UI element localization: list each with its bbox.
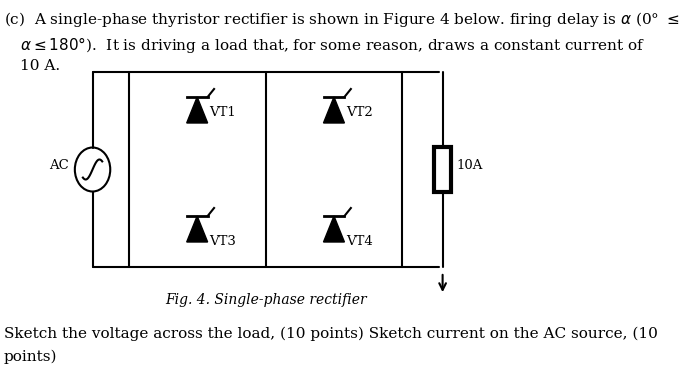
Polygon shape: [323, 216, 344, 242]
Text: VT1: VT1: [209, 106, 236, 119]
Text: 10 A.: 10 A.: [20, 59, 60, 73]
Text: Sketch the voltage across the load, (10 points) Sketch current on the AC source,: Sketch the voltage across the load, (10 …: [4, 327, 658, 341]
Polygon shape: [187, 216, 208, 242]
Text: VT3: VT3: [209, 234, 236, 247]
Text: (c)  A single-phase thyristor rectifier is shown in Figure 4 below. firing delay: (c) A single-phase thyristor rectifier i…: [4, 10, 679, 29]
Polygon shape: [187, 97, 208, 123]
Text: AC: AC: [49, 159, 69, 172]
Text: VT4: VT4: [346, 234, 373, 247]
Text: Fig. 4. Single-phase rectifier: Fig. 4. Single-phase rectifier: [164, 293, 366, 307]
FancyBboxPatch shape: [434, 147, 452, 192]
Text: VT2: VT2: [346, 106, 373, 119]
Text: 10A: 10A: [456, 159, 483, 172]
Text: points): points): [4, 350, 57, 365]
Polygon shape: [323, 97, 344, 123]
Text: $\alpha \leq 180°$).  It is driving a load that, for some reason, draws a consta: $\alpha \leq 180°$). It is driving a loa…: [20, 35, 645, 55]
